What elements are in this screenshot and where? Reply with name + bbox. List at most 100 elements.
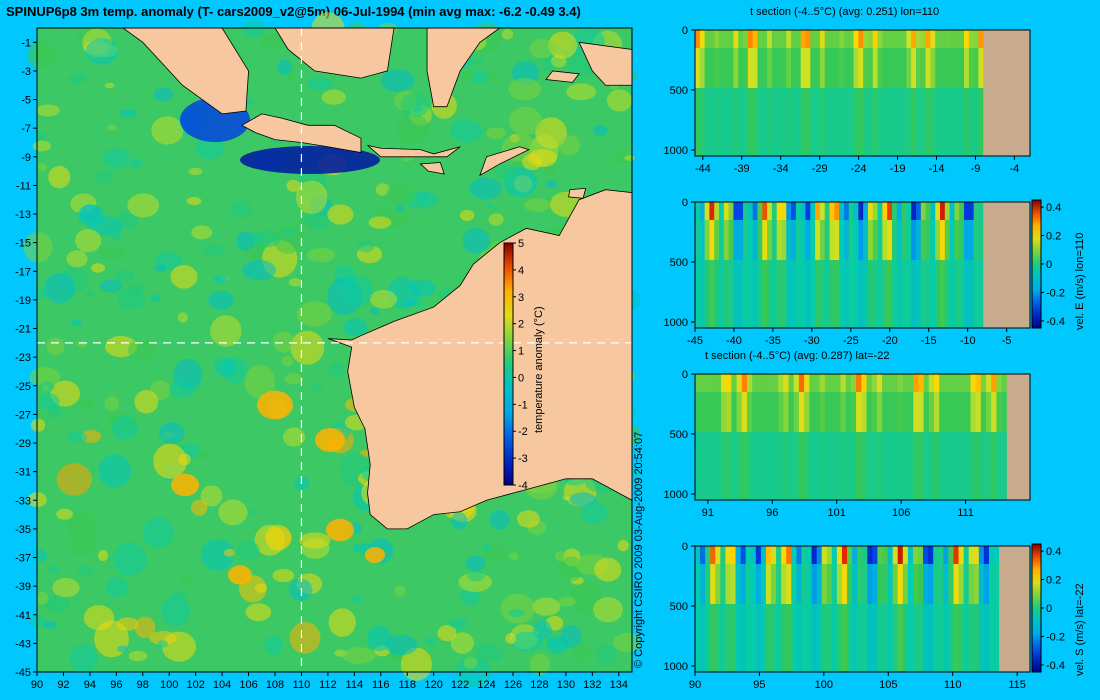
sec4-cell [892, 604, 899, 672]
sec3-cell [986, 392, 992, 432]
map-eddy [44, 272, 76, 304]
sec1-cell [829, 88, 835, 156]
sec2-cbar-tick-label-4: -0.4 [1046, 316, 1065, 328]
sec1-cell [834, 48, 840, 88]
map-x-tick-label: 132 [583, 679, 601, 691]
sec3-cell [772, 432, 779, 500]
map-y-tick-label: -3 [21, 66, 31, 78]
sec1-cell [935, 30, 941, 48]
map-eddy [474, 59, 484, 65]
map-eddy [244, 365, 275, 399]
sec2-cell [695, 202, 701, 220]
map-eddy [368, 216, 392, 229]
map-eddy [505, 633, 517, 644]
map-eddy [554, 550, 567, 562]
map-y-tick-label: -39 [15, 581, 31, 593]
sec4-cell [801, 564, 808, 604]
sec1-cell [719, 30, 725, 48]
sec4-cell [857, 546, 863, 564]
map-eddy [69, 644, 98, 674]
map-x-tick-label: 92 [57, 679, 69, 691]
sec2-cell [848, 260, 855, 328]
sec4-cell [816, 604, 823, 672]
sec1-cell [767, 30, 773, 48]
sec3-cell [757, 374, 764, 392]
sec1-cell [819, 48, 826, 88]
sec4-cell [943, 604, 949, 672]
sec4-cell [755, 604, 762, 672]
sec2-cell [973, 260, 980, 328]
map-eddy [299, 532, 331, 549]
sec4-cell [887, 564, 894, 604]
map-x-tick-label: 122 [451, 679, 469, 691]
map-eddy [224, 548, 235, 557]
sec4-cell [715, 564, 721, 604]
map-colorbar-label: temperature anomaly (°C) [533, 306, 545, 433]
sec1-x-tick-label: -29 [812, 163, 828, 175]
sec2-cell [728, 202, 735, 220]
sec1-cell [959, 48, 965, 88]
map-eddy [546, 635, 568, 655]
sec1-cell [815, 30, 821, 48]
sec4-cell [801, 546, 808, 564]
sec2-cell [911, 202, 917, 220]
sec1-cell [767, 48, 773, 88]
sec2-cell [733, 260, 739, 328]
map-eddy [351, 595, 363, 604]
map-x-tick-label: 118 [398, 679, 416, 691]
sec2-cell [815, 202, 821, 220]
map-eddy [339, 274, 374, 308]
map-eddy [343, 318, 368, 337]
map-eddy [545, 180, 558, 188]
sec4-cell [745, 604, 752, 672]
sec1-cell [714, 88, 720, 156]
map-eddy [395, 203, 405, 212]
sec1-cell [858, 48, 864, 88]
sec3-seafloor [1006, 374, 1030, 500]
sec1-cell [891, 48, 898, 88]
sec3-cell [996, 374, 1003, 392]
sec1-cell [723, 30, 730, 48]
map-eddy [529, 653, 551, 676]
sec4-x-tick-label: 105 [879, 679, 897, 691]
map-eddy [218, 499, 248, 526]
sec2-cell [834, 260, 840, 328]
sec1-cell [853, 30, 859, 48]
sec2-cell [915, 202, 922, 220]
sec3-cell [835, 392, 842, 432]
sec3-cell [700, 374, 706, 392]
sec2-cell [714, 220, 720, 260]
sec1-cell [776, 88, 783, 156]
sec4-cell [806, 546, 813, 564]
sec1-cell [877, 48, 883, 88]
sec2-cell [863, 202, 869, 220]
sec2-cell [954, 220, 960, 260]
sec4-cell [867, 564, 873, 604]
sec2-cell [930, 220, 936, 260]
map-eddy [494, 165, 518, 180]
sec3-cell [918, 374, 925, 392]
sec1-x-tick-label: -19 [890, 163, 906, 175]
sec4-cell [725, 546, 732, 564]
map-eddy [272, 569, 295, 583]
map-y-tick-label: -9 [21, 152, 31, 164]
sec1-cell [757, 48, 763, 88]
map-x-tick-label: 114 [346, 679, 364, 691]
sec4-cell [963, 546, 970, 564]
map-eddy [403, 299, 417, 308]
sec3-cell [897, 374, 904, 392]
map-eddy [85, 38, 118, 65]
sec4-cell [725, 564, 732, 604]
sec1-cell [940, 48, 946, 88]
map-eddy [117, 645, 128, 653]
map-eddy [180, 574, 193, 584]
sec2-cell [800, 260, 807, 328]
sec3-cell [960, 374, 966, 392]
map-warm-patch [365, 547, 385, 563]
sec3-cell [788, 392, 795, 432]
map-eddy [99, 245, 127, 260]
sec2-cell [752, 260, 759, 328]
sec2-cell [920, 202, 927, 220]
sec3-cell [871, 374, 878, 392]
sec2-cell [891, 202, 898, 220]
